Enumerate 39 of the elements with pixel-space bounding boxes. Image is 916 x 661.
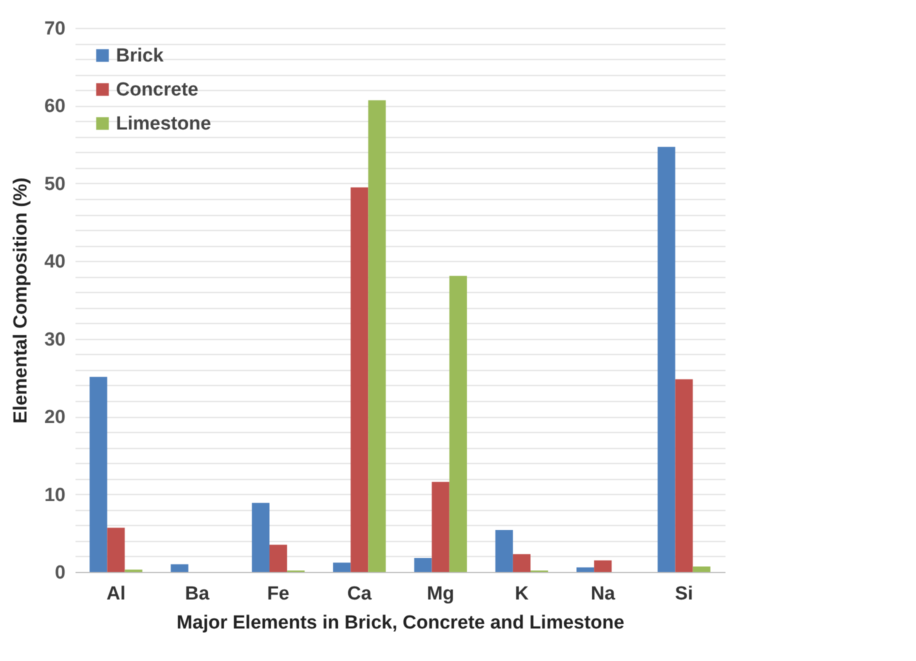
x-tick-label: Na	[590, 584, 616, 604]
x-tick-label: Fe	[267, 584, 290, 604]
bar	[368, 100, 386, 572]
bar	[107, 528, 125, 572]
legend-label: Concrete	[116, 80, 198, 100]
bar	[449, 276, 467, 572]
y-axis-title: Elemental Composition (%)	[10, 178, 32, 424]
bar	[675, 379, 693, 572]
y-tick-label: 50	[44, 174, 66, 195]
x-tick-label: Mg	[426, 584, 454, 604]
y-tick-label: 20	[44, 407, 66, 428]
bar	[594, 560, 612, 572]
legend-label: Brick	[116, 46, 164, 66]
x-tick-label: Ca	[347, 584, 372, 604]
bar	[333, 562, 351, 572]
bar	[692, 566, 710, 572]
bar	[252, 502, 270, 572]
bar	[90, 376, 108, 572]
y-tick-label: 0	[54, 562, 66, 584]
bar	[269, 544, 288, 572]
bar	[495, 530, 513, 572]
y-tick-label: 40	[44, 252, 66, 273]
y-tick-label: 10	[44, 484, 66, 506]
y-tick-label: 30	[44, 329, 66, 350]
bar	[512, 554, 531, 572]
y-tick-label: 70	[44, 18, 66, 40]
x-tick-label: K	[514, 584, 529, 604]
x-tick-label: Al	[106, 584, 126, 604]
bar	[414, 558, 432, 572]
bar	[350, 187, 368, 572]
x-tick-label: Ba	[184, 584, 210, 604]
bar	[658, 146, 676, 572]
bar	[576, 567, 594, 572]
bar	[170, 564, 188, 572]
y-tick-label: 60	[44, 96, 66, 118]
x-axis-title: Major Elements in Brick, Concrete and Limestone	[176, 612, 624, 634]
bar	[432, 482, 450, 572]
x-tick-label: Si	[675, 584, 693, 604]
legend-label: Limestone	[116, 114, 212, 134]
